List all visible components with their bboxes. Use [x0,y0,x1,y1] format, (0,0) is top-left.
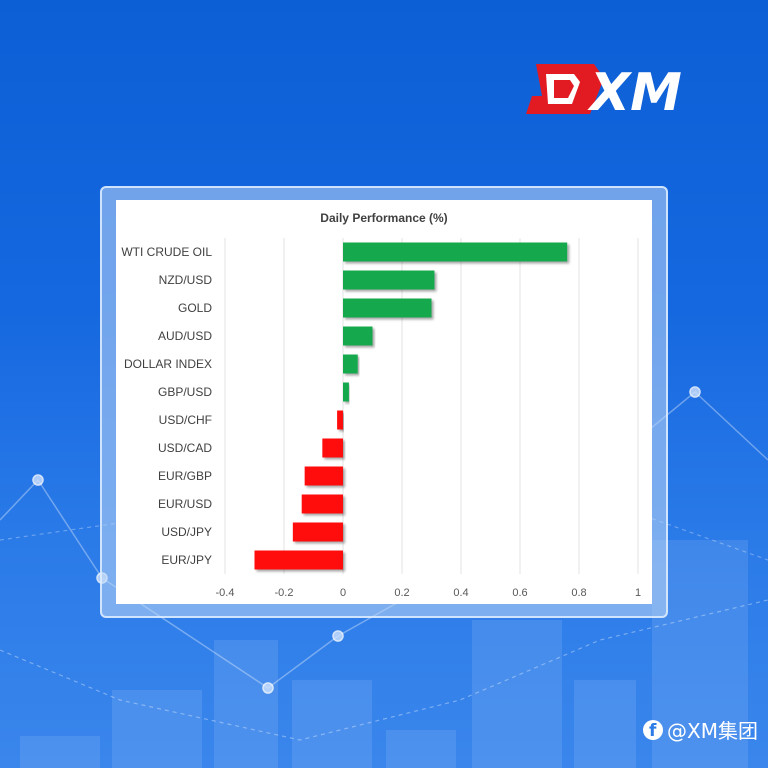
social-icon: f [643,719,664,741]
category-label: GBP/USD [158,385,212,399]
bar [343,382,349,402]
x-tick-label: -0.2 [275,587,294,599]
bar [343,270,435,290]
bar [254,550,343,570]
bar [343,298,432,318]
category-label: NZD/USD [159,273,213,287]
category-label: GOLD [178,301,212,315]
category-label: USD/JPY [161,525,212,539]
grid-lines [224,238,639,574]
watermark: f @XM集团 [643,715,758,744]
watermark-text: @XM集团 [667,719,758,743]
xm-logo: XM [526,63,682,116]
category-label: USD/CAD [158,441,212,455]
x-tick-label: 1 [635,587,641,599]
category-label: WTI CRUDE OIL [121,245,212,259]
bar-chart: Daily Performance (%) WTI CRUDE OIL NZD/U… [121,211,642,599]
x-tick-label: 0.2 [394,587,409,599]
category-label: EUR/GBP [158,469,212,483]
chart-plot-area: Daily Performance (%) WTI CRUDE OIL NZD/U… [116,200,652,604]
bar [304,466,343,486]
bar [343,354,358,374]
chart-title: Daily Performance (%) [320,211,447,225]
x-tick-label: 0 [340,587,346,599]
bars [254,242,568,570]
logo-text: XM [587,63,682,116]
bar [292,522,343,542]
x-tick-label: 0.8 [571,587,586,599]
bar [343,326,373,346]
category-label: AUD/USD [158,329,212,343]
bar [301,494,343,514]
category-label: EUR/JPY [161,553,212,567]
x-tick-label: -0.4 [216,587,235,599]
bar [337,410,343,430]
x-tick-labels: -0.4 -0.2 0 0.2 0.4 0.6 0.8 1 [216,587,642,599]
x-tick-label: 0.6 [512,587,527,599]
x-tick-label: 0.4 [453,587,468,599]
category-label: EUR/USD [158,497,212,511]
category-label: USD/CHF [159,413,212,427]
bar [343,242,568,262]
category-labels: WTI CRUDE OIL NZD/USD GOLD AUD/USD DOLLAR IN… [121,245,212,567]
category-label: DOLLAR INDEX [124,357,212,371]
bar [322,438,343,458]
